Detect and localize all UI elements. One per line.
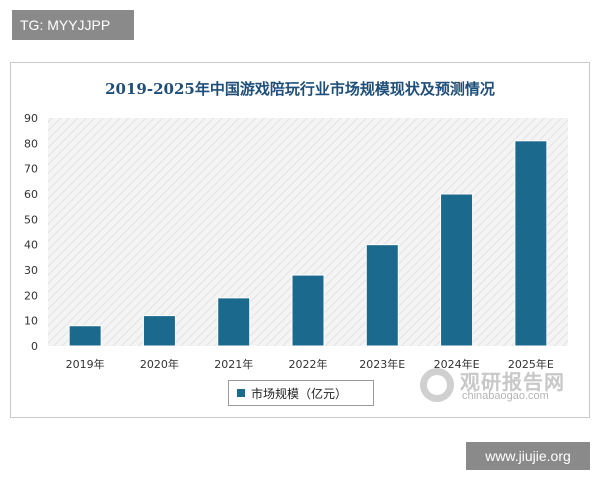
bar [142,315,176,347]
publisher-logo: 观研报告网 chinabaogao.com [420,366,580,404]
x-tick-label: 2021年 [214,357,253,371]
y-tick-label: 10 [24,315,38,328]
y-tick-label: 80 [24,137,38,150]
x-tick-label: 2025年E [508,357,554,371]
chart-title: 2019-2025年中国游戏陪玩行业市场规模现状及预测情况 [105,80,495,98]
x-tick-label: 2023年E [359,357,405,371]
bar [365,244,399,347]
y-tick-label: 20 [24,289,38,302]
x-tick-label: 2020年 [140,357,179,371]
y-tick-label: 60 [24,188,38,201]
bar [68,325,102,347]
watermark-top: TG: MYYJJPP [12,10,134,40]
y-tick-label: 50 [24,213,38,226]
legend-swatch [237,389,245,397]
y-tick-label: 70 [24,163,38,176]
x-tick-label: 2024年E [434,357,480,371]
watermark-bottom: www.jiujie.org [466,442,590,470]
legend-label: 市场规模（亿元） [251,386,348,401]
logo-title: 观研报告网 [460,370,565,394]
logo-url: chinabaogao.com [462,390,549,402]
y-tick-label: 40 [24,239,38,252]
chart-legend: 市场规模（亿元） [228,380,374,406]
globe-logo-icon [420,368,454,402]
y-tick-label: 0 [31,340,38,353]
x-tick-label: 2019年 [66,357,105,371]
bar [291,274,325,347]
bar [514,140,548,347]
bar [440,193,474,347]
y-tick-label: 30 [24,264,38,277]
y-tick-label: 90 [24,112,38,125]
bar [217,297,251,347]
x-tick-label: 2022年 [289,357,328,371]
